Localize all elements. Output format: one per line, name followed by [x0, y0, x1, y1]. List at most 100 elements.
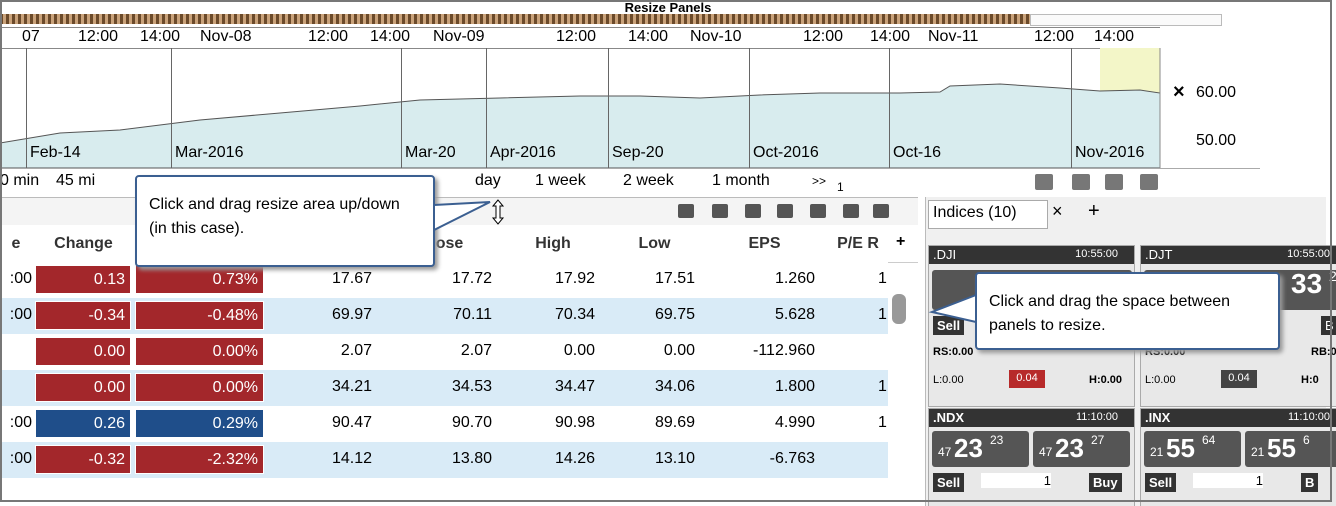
date-label: Oct-2016 [753, 144, 819, 161]
table-row: :00 0.26 0.29% 90.47 90.70 90.98 89.69 4.990 1 [0, 406, 888, 442]
bid-big: 33 [1291, 268, 1323, 299]
timeline-label: 07 [22, 28, 40, 45]
timeline-label: 12:00 [308, 28, 349, 45]
data-cell: 17.67 [331, 270, 372, 287]
tile: .INX 11:10:00 21 55 64 21 55 6 Sell 1 B [1140, 408, 1336, 506]
quote-prefix: 47 [1039, 445, 1053, 459]
date-label: Sep-20 [612, 144, 664, 161]
chart-tool-icon[interactable] [1035, 174, 1053, 190]
chart-tool-icon[interactable] [1072, 174, 1090, 190]
range-option[interactable]: 0 min [0, 172, 40, 189]
column-header[interactable]: EPS [748, 235, 781, 252]
quote-prefix: 21 [1150, 445, 1164, 459]
data-cell: 14.12 [331, 450, 372, 467]
range-option[interactable]: 2 week [623, 172, 674, 189]
data-cell: 2.07 [340, 342, 372, 359]
timeline-label: 14:00 [870, 28, 911, 45]
panel-tab[interactable]: Indices (10) [928, 200, 1048, 229]
time-cell: :00 [9, 414, 32, 431]
more-ranges[interactable]: >> [812, 174, 827, 188]
column-header[interactable]: P/E R [837, 235, 879, 252]
column-header[interactable]: Low [638, 235, 671, 252]
sell-button[interactable]: Sell [933, 473, 965, 492]
rb: RB:0 [1311, 346, 1336, 358]
buy-button[interactable]: B [1321, 316, 1336, 335]
data-cell: -6.763 [769, 450, 815, 467]
data-cell: 70.34 [554, 306, 595, 323]
add-column[interactable]: + [896, 233, 906, 250]
sell-button[interactable]: Sell [933, 316, 965, 335]
high: H:0.00 [1089, 374, 1123, 386]
quote-sup: 6 [1303, 433, 1310, 447]
quote-sup: 64 [1202, 433, 1216, 447]
toolbar-icon[interactable] [873, 204, 889, 218]
tab-add[interactable]: + [1088, 200, 1100, 222]
column-header[interactable]: Change [54, 235, 113, 252]
data-cell: 69.75 [654, 306, 695, 323]
column-header[interactable]: High [535, 235, 571, 252]
data-cell: 90.98 [554, 414, 595, 431]
range-option[interactable]: 1 week [535, 172, 586, 189]
timeline-label: 14:00 [370, 28, 411, 45]
toolbar-icon[interactable] [843, 204, 859, 218]
chart-tool-icon[interactable] [1140, 174, 1158, 190]
sell-button[interactable]: Sell [1145, 473, 1177, 492]
low: L:0.00 [1145, 374, 1176, 386]
table-row: 0.00 0.00% 34.21 34.53 34.47 34.06 1.800 1 [0, 370, 888, 406]
tile-header: .DJI 10:55:00 [929, 246, 1134, 264]
data-cell: 2.07 [460, 342, 492, 359]
date-gridline [171, 48, 172, 168]
quote-box[interactable]: 21 55 6 [1245, 431, 1336, 467]
toolbar-icon[interactable] [810, 204, 826, 218]
data-cell: 0.00 [563, 342, 595, 359]
toolbar-icon[interactable] [678, 204, 694, 218]
data-cell: 0.00 [663, 342, 695, 359]
tile: .NDX 11:10:00 47 23 23 47 23 27 Sell 1 Buy [928, 408, 1135, 506]
buy-button[interactable]: B [1301, 473, 1319, 492]
quote-big: 23 [954, 433, 983, 463]
table-row: 0.00 0.00% 2.07 2.07 0.00 0.00 -112.960 [0, 334, 888, 370]
data-cell: 90.70 [451, 414, 492, 431]
data-cell: 0.73% [135, 265, 264, 294]
toolbar-icon[interactable] [745, 204, 761, 218]
data-cell: -2.32% [135, 445, 264, 474]
mid: 0.04 [1009, 370, 1045, 388]
timeline-label: 12:00 [556, 28, 597, 45]
range-option[interactable]: 1 month [712, 172, 770, 189]
quote-prefix: 21 [1251, 445, 1265, 459]
symbol: .DJT [1145, 247, 1173, 262]
quote-big: 23 [1055, 433, 1084, 463]
close-icon[interactable]: × [1173, 81, 1185, 103]
tile-header: .INX 11:10:00 [1141, 409, 1336, 427]
range-option[interactable]: 45 mi [56, 172, 96, 189]
data-cell: 13.10 [654, 450, 695, 467]
toolbar-icon[interactable] [777, 204, 793, 218]
quote-prefix: 47 [938, 445, 952, 459]
quote-box[interactable]: 21 55 64 [1144, 431, 1241, 467]
scrollbar[interactable] [892, 294, 906, 324]
range-option[interactable]: day [475, 172, 501, 189]
symbol: .INX [1145, 410, 1171, 425]
date-gridline [26, 48, 27, 168]
pe-cell: 1 [878, 414, 887, 431]
toolbar-icon[interactable] [712, 204, 728, 218]
price-tick: 60.00 [1196, 84, 1237, 101]
data-cell: 0.00% [135, 337, 264, 366]
quantity[interactable]: 1 [981, 473, 1051, 488]
symbol: .NDX [933, 410, 965, 425]
column-header[interactable]: e [11, 235, 21, 252]
buy-button[interactable]: Buy [1089, 473, 1122, 492]
symbol: .DJI [933, 247, 957, 262]
pe-cell: 1 [878, 306, 887, 323]
timeline-label: 14:00 [1094, 28, 1135, 45]
quote-box[interactable]: 47 23 23 [932, 431, 1029, 467]
quantity[interactable]: 1 [1193, 473, 1263, 488]
chart-tool-icon[interactable] [1105, 174, 1123, 190]
timeline-label: 14:00 [628, 28, 669, 45]
data-cell: 0.00 [35, 337, 131, 366]
pe-cell: 1 [878, 270, 887, 287]
tab-close[interactable]: × [1052, 201, 1063, 221]
data-cell: 34.06 [654, 378, 695, 395]
quote-box[interactable]: 47 23 27 [1033, 431, 1130, 467]
